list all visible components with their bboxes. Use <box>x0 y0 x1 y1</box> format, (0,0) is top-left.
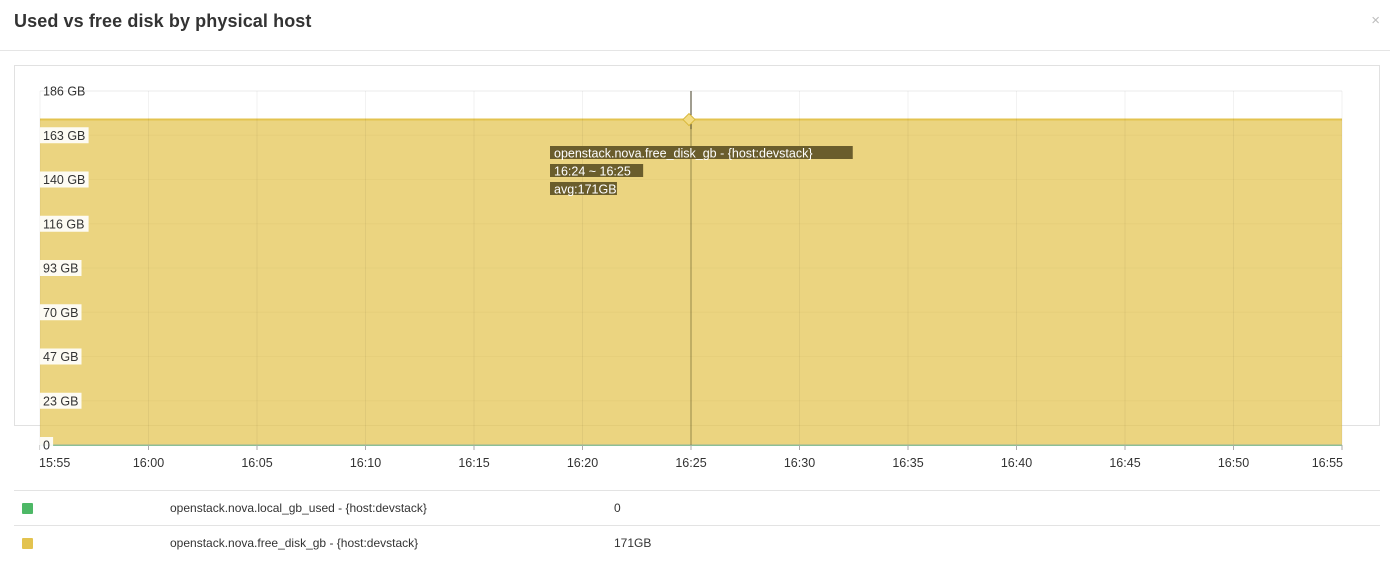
y-tick-label-bg <box>40 260 82 276</box>
x-tick-label: 16:05 <box>241 456 272 470</box>
series-color-swatch <box>22 503 33 514</box>
x-tick-label: 16:25 <box>675 456 706 470</box>
y-tick-label: 70 GB <box>40 304 82 321</box>
y-tick-label-bg <box>40 171 89 188</box>
legend-series-name: openstack.nova.local_gb_used - {host:dev… <box>170 501 427 515</box>
y-tick-label: 47 GB <box>40 348 82 365</box>
x-tick-label: 15:55 <box>39 456 70 470</box>
tooltip-line-text: openstack.nova.free_disk_gb - {host:devs… <box>554 147 813 161</box>
y-tick-label-bg <box>40 348 82 365</box>
tooltip-line: avg:171GB <box>550 182 617 197</box>
y-tick-label-bg <box>40 304 82 321</box>
chart-title: Used vs free disk by physical host <box>14 11 312 31</box>
x-tick-label: 16:35 <box>892 456 923 470</box>
y-tick-label: 163 GB <box>40 127 89 144</box>
y-tick-label-text: 93 GB <box>43 262 78 276</box>
legend-series-name: openstack.nova.free_disk_gb - {host:devs… <box>170 536 419 550</box>
y-tick-label-text: 116 GB <box>43 217 84 231</box>
y-tick-label: 140 GB <box>40 171 89 188</box>
x-tick-label: 16:00 <box>133 456 164 470</box>
y-tick-label: 0 <box>40 437 54 453</box>
y-tick-label: 116 GB <box>40 215 89 232</box>
tooltip-line-bg <box>550 146 853 159</box>
tooltip-line-text: 16:24 ~ 16:25 <box>554 165 631 179</box>
y-tick-label-text: 70 GB <box>43 306 78 320</box>
x-tick-label: 16:10 <box>350 456 381 470</box>
legend-series-value: 0 <box>614 501 621 515</box>
x-tick-label: 16:15 <box>458 456 489 470</box>
tooltip-line: openstack.nova.free_disk_gb - {host:devs… <box>550 146 853 161</box>
hover-point-marker <box>682 112 696 127</box>
series-color-swatch <box>22 538 33 549</box>
tooltip-line: 16:24 ~ 16:25 <box>550 164 644 179</box>
tooltip-line-bg <box>550 164 644 177</box>
legend-series-value: 171GB <box>614 536 652 550</box>
x-tick-label: 16:50 <box>1218 456 1249 470</box>
y-tick-label-bg <box>40 437 54 453</box>
y-tick-label-bg <box>40 215 89 232</box>
legend-row-used[interactable]: openstack.nova.local_gb_used - {host:dev… <box>14 490 1380 525</box>
legend-row-free[interactable]: openstack.nova.free_disk_gb - {host:devs… <box>14 525 1380 560</box>
tooltip-line-text: avg:171GB <box>554 183 617 197</box>
y-tick-label-text: 186 GB <box>43 85 85 99</box>
x-tick-label: 16:55 <box>1312 456 1343 470</box>
x-tick-label: 16:40 <box>1001 456 1032 470</box>
y-tick-label: 93 GB <box>40 260 82 276</box>
y-tick-label-text: 0 <box>43 439 50 453</box>
y-tick-label-bg <box>40 392 82 409</box>
x-tick-label: 16:20 <box>567 456 598 470</box>
x-tick-label: 16:45 <box>1109 456 1140 470</box>
legend-table: openstack.nova.local_gb_used - {host:dev… <box>14 490 1380 560</box>
close-icon[interactable]: × <box>1371 12 1380 29</box>
dialog-header: Used vs free disk by physical host × <box>0 0 1390 51</box>
y-tick-label-bg <box>40 127 89 144</box>
y-tick-label-text: 163 GB <box>43 129 85 143</box>
y-tick-label: 186 GB <box>43 85 85 99</box>
y-tick-label-text: 140 GB <box>43 173 85 187</box>
y-tick-label-text: 47 GB <box>43 350 78 364</box>
y-tick-label-text: 23 GB <box>43 394 78 408</box>
disk-area-chart[interactable]: 15:55 16:00 16:05 16:10 16:15 16:20 16:25 16:30… <box>0 0 1390 480</box>
tooltip-line-bg <box>550 182 617 195</box>
x-tick-label: 16:30 <box>784 456 815 470</box>
y-tick-label: 23 GB <box>40 392 82 409</box>
